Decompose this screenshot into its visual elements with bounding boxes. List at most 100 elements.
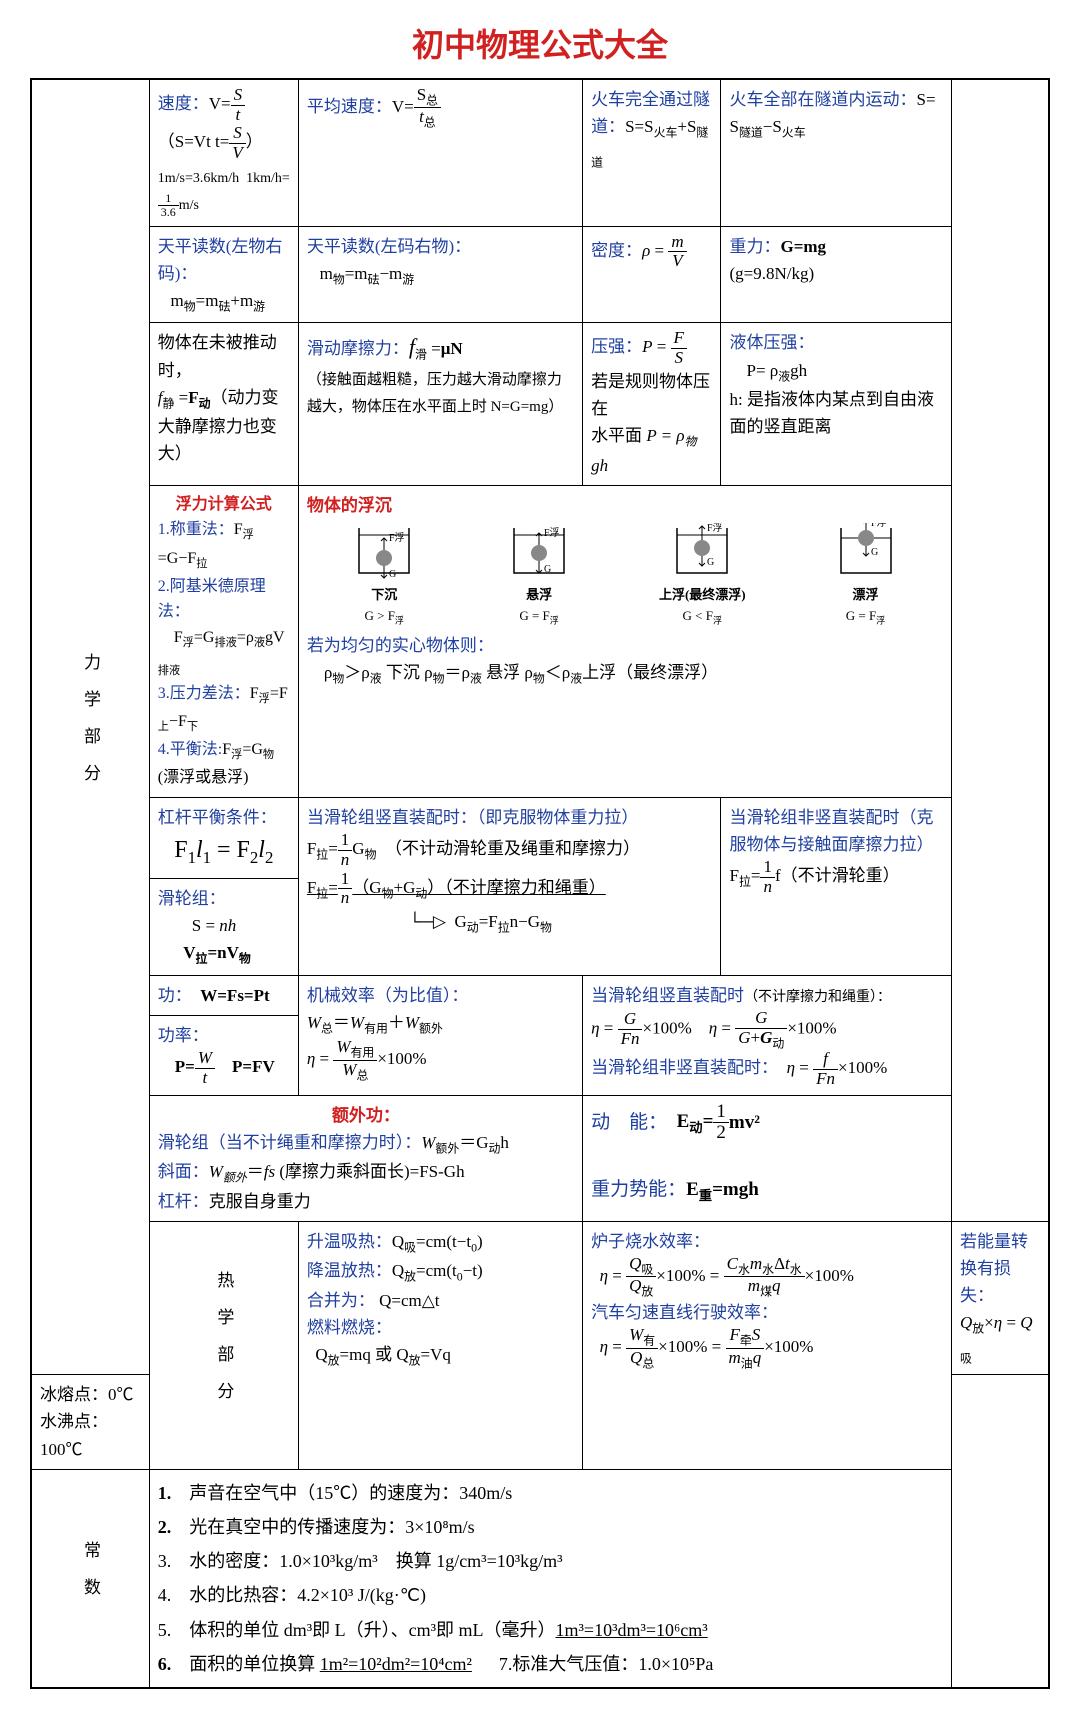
sub-text: （接触面越粗糙，压力越大滑动摩擦力越大，物体压在水平面上时 N=G=mg）: [307, 372, 564, 415]
svg-text:F浮: F浮: [871, 523, 887, 529]
subtitle: 物体的浮沉: [307, 496, 392, 515]
cell-pressure: 压强：P = FS 若是规则物体压在 水平面 P = ρ物 gh: [583, 323, 721, 485]
cell-liquid-pressure: 液体压强： P= ρ液gh h: 是指液体内某点到自由液面的竖直距离: [721, 323, 952, 485]
cell-pulley-vertical: 当滑轮组竖直装配时：（即克服物体重力拉） F拉=1nG物 （不计动滑轮重及绳重和…: [298, 797, 721, 975]
label: 汽车匀速直线行驶效率：: [591, 1303, 778, 1322]
label: 滑动摩擦力：: [307, 339, 409, 358]
label: 滑轮组（当不计绳重和摩擦力时）：: [158, 1133, 422, 1152]
beaker-icon: F浮 G: [831, 523, 901, 583]
table-row: 浮力计算公式 1.称重法：F浮=G−F拉 2.阿基米德原理法： F浮=G排液=ρ…: [31, 485, 1049, 797]
label: 当滑轮组非竖直装配时：: [591, 1058, 778, 1077]
label: 重力：: [729, 237, 780, 256]
text: 声音在空气中（15℃）的速度为：340m/s: [189, 1483, 512, 1503]
label: 液体压强：: [729, 333, 814, 352]
cell-heat-left: 升温吸热：Q吸=cm(t−t0) 降温放热：Q放=cm(t0−t) 合并为： Q…: [298, 1221, 582, 1469]
text: 水沸点：100℃: [40, 1412, 108, 1458]
cell-efficiency-cases: 当滑轮组竖直装配时（不计摩擦力和绳重）： η = GFn×100% η = GG…: [583, 975, 952, 1095]
cell-lever: 杠杆平衡条件： F1l1 = F2l2: [149, 797, 298, 878]
text: 光在真空中的传播速度为：3×10⁸m/s: [189, 1517, 474, 1537]
section-heat-label: 热学部分: [149, 1221, 298, 1469]
cell-buoyancy-formulas: 浮力计算公式 1.称重法：F浮=G−F拉 2.阿基米德原理法： F浮=G排液=ρ…: [149, 485, 298, 797]
label: 压强：: [591, 338, 642, 357]
cell-energy: 动 能： E动=12mv² 重力势能：E重=mgh: [583, 1095, 952, 1221]
cell-power: 功率： P=Wt P=FV: [149, 1016, 298, 1095]
label: 功率：: [158, 1026, 209, 1045]
table-row: 天平读数(左物右码)： m物=m砝+m游 天平读数(左码右物)： m物=m砝−m…: [31, 226, 1049, 323]
diagram-float: F浮G 漂浮 G = F浮: [831, 523, 901, 628]
text: 冰熔点：0℃: [40, 1385, 134, 1404]
label: 漂浮: [852, 585, 878, 606]
cell-train-through: 火车完全通过隧道：S=S火车+S隧道: [583, 79, 721, 226]
label: 速度：: [158, 94, 209, 113]
svg-text:G: G: [871, 547, 878, 558]
subtitle: 额外功：: [158, 1102, 574, 1129]
diagram-suspend: F浮G 悬浮 G = F浮: [504, 523, 574, 628]
text: 水的密度：1.0×10³kg/m³ 换算 1g/cm³=10³kg/m³: [189, 1551, 562, 1571]
page-title: 初中物理公式大全: [30, 20, 1050, 66]
cell-speed: 速度：V=St（S=Vt t=SV） 1m/s=3.6km/h 1km/h=13…: [149, 79, 298, 226]
cell-balance-left: 天平读数(左物右码)： m物=m砝+m游: [149, 226, 298, 323]
cell-extra-work: 额外功： 滑轮组（当不计绳重和摩擦力时）：W额外＝G动h 斜面：W额外＝fs (…: [149, 1095, 582, 1221]
section-constants-label: 常数: [31, 1469, 149, 1688]
svg-text:G: G: [707, 557, 714, 568]
cell-heat-loss: 若能量转换有损失： Q放×η = Q吸: [951, 1221, 1049, 1374]
cell-sliding-friction: 滑动摩擦力：f滑 =μN （接触面越粗糙，压力越大滑动摩擦力越大，物体压在水平面…: [298, 323, 582, 485]
beaker-icon: F浮 G: [349, 523, 419, 583]
cell-avg-speed: 平均速度：V=S总t总: [298, 79, 582, 226]
cell-heat-middle: 炉子烧水效率： η = Q吸Q放×100% = C水m水Δt水m煤q×100% …: [583, 1221, 952, 1469]
label: 平均速度：: [307, 97, 392, 116]
label: 悬浮: [526, 585, 552, 606]
svg-text:F浮: F浮: [707, 523, 723, 534]
sub-text: (g=9.8N/kg): [729, 264, 814, 283]
label: 燃料燃烧：: [307, 1318, 392, 1337]
subtitle: 浮力计算公式: [158, 492, 290, 518]
text: 若为均匀的实心物体则：: [307, 636, 494, 655]
label: 上浮(最终漂浮): [659, 585, 746, 606]
cell-pulley-group: 滑轮组： S = nh V拉=nV物: [149, 878, 298, 975]
formula-table: 力学部分 速度：V=St（S=Vt t=SV） 1m/s=3.6km/h 1km…: [30, 78, 1050, 1689]
text: 克服自身重力: [209, 1192, 311, 1211]
sub-text: h: 是指液体内某点到自由液面的竖直距离: [729, 390, 933, 436]
diagram-rise: F浮G 上浮(最终漂浮) G < F浮: [659, 523, 746, 628]
label: 杠杆平衡条件：: [158, 808, 277, 827]
cell-train-inside: 火车全部在隧道内运动：S= S隧道−S火车: [721, 79, 952, 226]
cell-pulley-nonvertical: 当滑轮组非竖直装配时（克服物体与接触面摩擦力拉） F拉=1nf（不计滑轮重）: [721, 797, 952, 975]
label: 火车完全通过隧道：: [591, 90, 710, 136]
beaker-icon: F浮 G: [667, 523, 737, 583]
cell-work: 功： W=Fs=Pt: [149, 975, 298, 1016]
label: 合并为：: [307, 1291, 375, 1310]
text: 若是规则物体压在: [591, 372, 710, 418]
cell-density: 密度：ρ = mV: [583, 226, 721, 323]
table-row: 物体在未被推动时， f静 =F动（动力变大静摩擦力也变大） 滑动摩擦力：f滑 =…: [31, 323, 1049, 485]
buoyancy-diagrams-row: F浮G 下沉 G > F浮 F浮G 悬浮 G = F浮 F浮G 上浮(最终漂浮)…: [307, 523, 943, 628]
cell-melting-boiling: 冰熔点：0℃ 水沸点：100℃: [31, 1375, 149, 1470]
label: 斜面：: [158, 1162, 209, 1181]
beaker-icon: F浮G: [504, 523, 574, 583]
diagram-sink: F浮G 下沉 G > F浮: [349, 523, 419, 628]
label: 天平读数(左码右物)：: [307, 237, 471, 256]
table-row: 力学部分 速度：V=St（S=Vt t=SV） 1m/s=3.6km/h 1km…: [31, 79, 1049, 226]
label: 当滑轮组非竖直装配时（克服物体与接触面摩擦力拉）: [729, 808, 933, 854]
cell-balance-right: 天平读数(左码右物)： m物=m砝−m游: [298, 226, 582, 323]
table-row: 额外功： 滑轮组（当不计绳重和摩擦力时）：W额外＝G动h 斜面：W额外＝fs (…: [31, 1095, 1049, 1221]
label: 天平读数(左物右码)：: [158, 237, 283, 283]
cell-constants: 1. 声音在空气中（15℃）的速度为：340m/s 2. 光在真空中的传播速度为…: [149, 1469, 951, 1688]
table-row: 功： W=Fs=Pt 机械效率（为比值）： W总＝W有用＋W额外 η = W有用…: [31, 975, 1049, 1016]
svg-text:G: G: [389, 569, 396, 580]
label: 若能量转换有损失：: [960, 1232, 1028, 1305]
cell-static-friction: 物体在未被推动时， f静 =F动（动力变大静摩擦力也变大）: [149, 323, 298, 485]
text: 水的比热容：4.2×10³ J/(kg·℃): [189, 1585, 426, 1605]
cell-gravity: 重力：G=mg (g=9.8N/kg): [721, 226, 952, 323]
label: 功：: [158, 986, 192, 1005]
label: 杠杆：: [158, 1192, 209, 1211]
label: 下沉: [371, 585, 397, 606]
table-row: 常数 1. 声音在空气中（15℃）的速度为：340m/s 2. 光在真空中的传播…: [31, 1469, 1049, 1688]
table-row: 热学部分 升温吸热：Q吸=cm(t−t0) 降温放热：Q放=cm(t0−t) 合…: [31, 1221, 1049, 1374]
text: 物体在未被推动时，: [158, 333, 277, 379]
svg-text:F浮: F浮: [389, 532, 405, 544]
label: 滑轮组：: [158, 889, 226, 908]
label: 炉子烧水效率：: [591, 1232, 710, 1251]
label: 火车全部在隧道内运动：: [729, 90, 916, 109]
table-row: 杠杆平衡条件： F1l1 = F2l2 当滑轮组竖直装配时：（即克服物体重力拉）…: [31, 797, 1049, 878]
label: 密度：: [591, 241, 642, 260]
